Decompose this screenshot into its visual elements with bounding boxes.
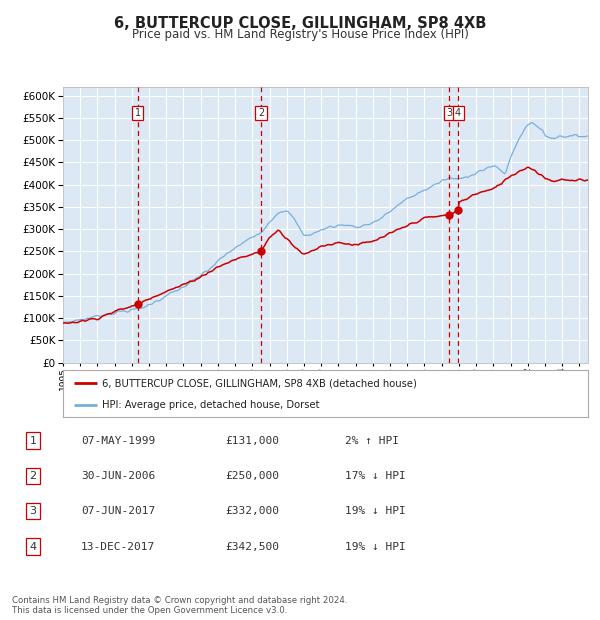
- Text: 2: 2: [258, 108, 264, 118]
- Text: £342,500: £342,500: [225, 541, 279, 552]
- Text: Contains HM Land Registry data © Crown copyright and database right 2024.
This d: Contains HM Land Registry data © Crown c…: [12, 596, 347, 615]
- Text: £131,000: £131,000: [225, 435, 279, 446]
- Text: 19% ↓ HPI: 19% ↓ HPI: [345, 541, 406, 552]
- Text: 2: 2: [29, 471, 37, 481]
- Text: HPI: Average price, detached house, Dorset: HPI: Average price, detached house, Dors…: [103, 400, 320, 410]
- Text: 1: 1: [135, 108, 141, 118]
- Text: 30-JUN-2006: 30-JUN-2006: [81, 471, 155, 481]
- Text: Price paid vs. HM Land Registry's House Price Index (HPI): Price paid vs. HM Land Registry's House …: [131, 28, 469, 41]
- Text: 3: 3: [446, 108, 452, 118]
- Text: 19% ↓ HPI: 19% ↓ HPI: [345, 506, 406, 516]
- Text: 6, BUTTERCUP CLOSE, GILLINGHAM, SP8 4XB (detached house): 6, BUTTERCUP CLOSE, GILLINGHAM, SP8 4XB …: [103, 378, 417, 388]
- Text: 17% ↓ HPI: 17% ↓ HPI: [345, 471, 406, 481]
- Text: 07-JUN-2017: 07-JUN-2017: [81, 506, 155, 516]
- Text: 1: 1: [29, 435, 37, 446]
- Text: 6, BUTTERCUP CLOSE, GILLINGHAM, SP8 4XB: 6, BUTTERCUP CLOSE, GILLINGHAM, SP8 4XB: [114, 16, 486, 30]
- Text: 3: 3: [29, 506, 37, 516]
- Text: £332,000: £332,000: [225, 506, 279, 516]
- Text: 4: 4: [29, 541, 37, 552]
- Text: 2% ↑ HPI: 2% ↑ HPI: [345, 435, 399, 446]
- Text: 13-DEC-2017: 13-DEC-2017: [81, 541, 155, 552]
- Text: £250,000: £250,000: [225, 471, 279, 481]
- Text: 4: 4: [455, 108, 461, 118]
- Text: 07-MAY-1999: 07-MAY-1999: [81, 435, 155, 446]
